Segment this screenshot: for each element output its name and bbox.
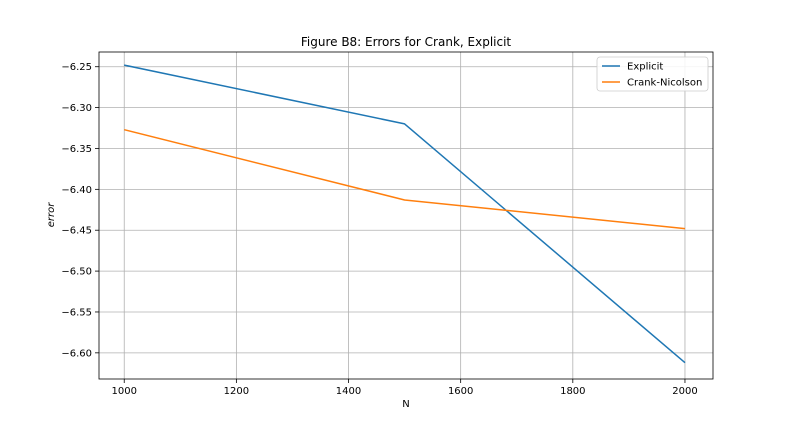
- legend-label-crank-nicolson: Crank-Nicolson: [627, 78, 702, 89]
- plot-frame: [98, 51, 714, 380]
- y-tick-label: −6.25: [61, 62, 92, 73]
- legend: Explicit Crank-Nicolson: [596, 56, 709, 92]
- x-tick-label: 2000: [672, 386, 697, 397]
- x-tick-label: 1400: [336, 386, 361, 397]
- y-axis-title: error: [46, 202, 57, 227]
- series-line-explicit: [124, 64, 686, 364]
- legend-box: [596, 56, 709, 92]
- y-tick-label: −6.60: [61, 348, 92, 359]
- y-tick-label: −6.55: [61, 307, 92, 318]
- y-tick-label: −6.30: [61, 103, 92, 114]
- chart-title: Figure B8: Errors for Crank, Explicit: [301, 35, 512, 49]
- x-axis-title: N: [402, 399, 409, 410]
- y-tick-label: −6.40: [61, 185, 92, 196]
- legend-label-explicit: Explicit: [627, 62, 663, 73]
- series-line-crank-nicolson: [124, 128, 686, 230]
- x-tick-label: 1600: [448, 386, 473, 397]
- series-lines: [124, 64, 686, 364]
- x-tick-label: 1200: [224, 386, 249, 397]
- y-tick-label: −6.35: [61, 144, 92, 155]
- x-tick-label: 1800: [560, 386, 585, 397]
- x-tick-label: 1000: [112, 386, 137, 397]
- y-tick-label: −6.50: [61, 267, 92, 278]
- y-tick-label: −6.45: [61, 226, 92, 237]
- axis-ticks: 1000 1200 1400 1600 1800 2000 −6.25 −6.30 −6.35 −…: [61, 62, 697, 397]
- grid: [99, 52, 713, 379]
